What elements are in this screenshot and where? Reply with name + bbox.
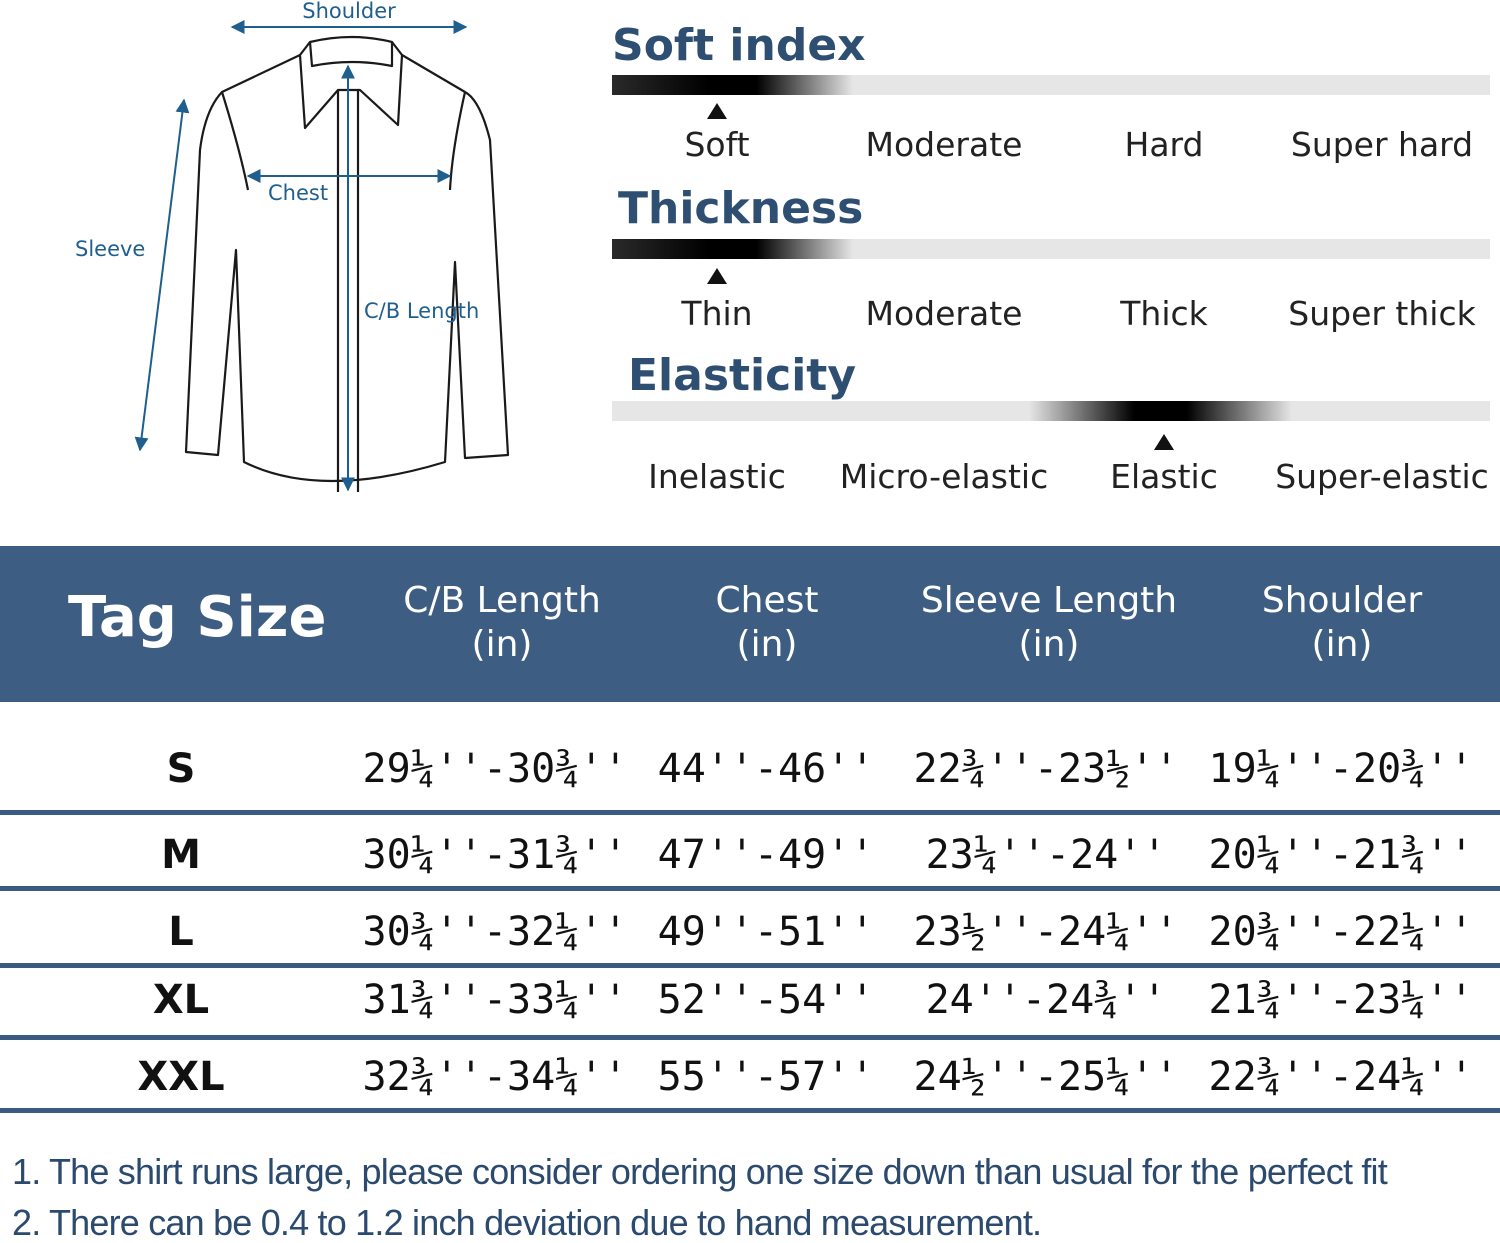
thickness-level: Thin bbox=[681, 294, 753, 333]
soft-index-bar bbox=[612, 75, 1490, 95]
shoulder-cell: 22¾''-24¼'' bbox=[1208, 1054, 1474, 1100]
soft-index-bar-highlight bbox=[612, 75, 854, 95]
elasticity-bar bbox=[612, 401, 1490, 421]
elasticity-level: Micro-elastic bbox=[839, 457, 1049, 496]
size-table-header: Tag Size C/B Length (in) Chest (in) Slee… bbox=[0, 546, 1500, 702]
shirt-measurement-diagram: Shoulder Chest Sleeve C/B Length bbox=[75, 0, 510, 492]
header-chest: Chest (in) bbox=[617, 579, 917, 667]
sleeve-length-cell: 24''-24¾'' bbox=[925, 977, 1167, 1023]
chest-cell: 44''-46'' bbox=[657, 746, 875, 792]
thickness-bar-highlight bbox=[612, 239, 854, 259]
elasticity-level: Super-elastic bbox=[1275, 457, 1489, 496]
size-cell: M bbox=[161, 832, 201, 878]
thickness-bar bbox=[612, 239, 1490, 259]
header-cb-length-unit: (in) bbox=[471, 624, 533, 665]
cb-length-cell: 32¾''-34¼'' bbox=[362, 1054, 628, 1100]
size-cell: XL bbox=[152, 977, 210, 1023]
cb-length-cell: 29¼''-30¾'' bbox=[362, 746, 628, 792]
row-divider bbox=[0, 963, 1500, 968]
sleeve-length-cell: 24½''-25¼'' bbox=[913, 1054, 1179, 1100]
header-shoulder-unit: (in) bbox=[1311, 624, 1373, 665]
size-cell: L bbox=[168, 909, 194, 955]
header-shoulder: Shoulder (in) bbox=[1192, 579, 1492, 667]
row-divider bbox=[0, 810, 1500, 815]
shoulder-cell: 20¾''-22¼'' bbox=[1208, 909, 1474, 955]
row-divider bbox=[0, 1108, 1500, 1113]
size-cell: S bbox=[166, 746, 196, 792]
chest-cell: 49''-51'' bbox=[657, 909, 875, 955]
elasticity-bar-highlight bbox=[1029, 401, 1293, 421]
chest-cell: 47''-49'' bbox=[657, 832, 875, 878]
shoulder-cell: 21¾''-23¼'' bbox=[1208, 977, 1474, 1023]
header-cb-length-name: C/B Length bbox=[403, 580, 601, 621]
thickness-indicator-icon bbox=[707, 268, 727, 284]
chest-label: Chest bbox=[268, 181, 328, 205]
cb-length-cell: 31¾''-33¼'' bbox=[362, 977, 628, 1023]
header-shoulder-name: Shoulder bbox=[1261, 580, 1423, 621]
soft-index-title: Soft index bbox=[612, 20, 866, 71]
length-label: C/B Length bbox=[364, 299, 479, 323]
soft-index-level: Soft bbox=[684, 125, 750, 164]
note-runs-large: 1. The shirt runs large, please consider… bbox=[12, 1151, 1388, 1192]
shirt-outline bbox=[184, 35, 510, 492]
shoulder-label: Shoulder bbox=[302, 0, 396, 23]
header-sleeve-length-name: Sleeve Length bbox=[920, 580, 1178, 621]
soft-index-indicator-icon bbox=[707, 103, 727, 119]
thickness-level: Moderate bbox=[865, 294, 1023, 333]
sleeve-length-cell: 23½''-24¼'' bbox=[913, 909, 1179, 955]
header-cb-length: C/B Length (in) bbox=[352, 579, 652, 667]
header-chest-name: Chest bbox=[715, 580, 819, 621]
elasticity-level: Inelastic bbox=[648, 457, 786, 496]
header-sleeve-length: Sleeve Length (in) bbox=[899, 579, 1199, 667]
thickness-level: Thick bbox=[1120, 294, 1208, 333]
elasticity-indicator-icon bbox=[1154, 434, 1174, 450]
chest-cell: 52''-54'' bbox=[657, 977, 875, 1023]
sleeve-length-cell: 22¾''-23½'' bbox=[913, 746, 1179, 792]
note-measurement-deviation: 2. There can be 0.4 to 1.2 inch deviatio… bbox=[12, 1202, 1042, 1243]
cb-length-cell: 30¼''-31¾'' bbox=[362, 832, 628, 878]
measurement-lines bbox=[134, 20, 468, 492]
cb-length-cell: 30¾''-32¼'' bbox=[362, 909, 628, 955]
soft-index-level: Moderate bbox=[865, 125, 1023, 164]
elasticity-title: Elasticity bbox=[628, 350, 857, 401]
chest-cell: 55''-57'' bbox=[657, 1054, 875, 1100]
thickness-title: Thickness bbox=[618, 183, 864, 234]
sleeve-label: Sleeve bbox=[75, 237, 145, 261]
sleeve-length-cell: 23¼''-24'' bbox=[925, 832, 1167, 878]
row-divider bbox=[0, 1035, 1500, 1040]
size-cell: XXL bbox=[137, 1054, 225, 1100]
tag-size-header: Tag Size bbox=[68, 585, 327, 650]
shoulder-cell: 19¼''-20¾'' bbox=[1208, 746, 1474, 792]
header-chest-unit: (in) bbox=[736, 624, 798, 665]
shoulder-cell: 20¼''-21¾'' bbox=[1208, 832, 1474, 878]
row-divider bbox=[0, 886, 1500, 891]
soft-index-level: Hard bbox=[1124, 125, 1204, 164]
header-sleeve-length-unit: (in) bbox=[1018, 624, 1080, 665]
thickness-level: Super thick bbox=[1288, 294, 1476, 333]
elasticity-level: Elastic bbox=[1110, 457, 1218, 496]
soft-index-level: Super hard bbox=[1290, 125, 1474, 164]
